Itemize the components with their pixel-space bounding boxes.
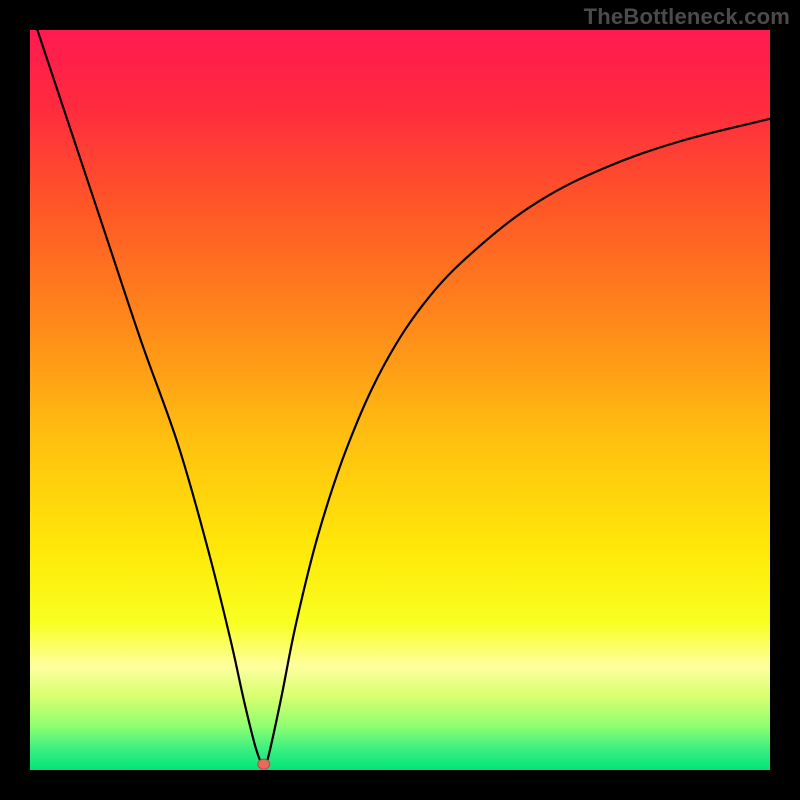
- optimum-marker: [258, 759, 270, 769]
- watermark-text: TheBottleneck.com: [584, 4, 790, 30]
- gradient-background: [30, 30, 770, 770]
- bottleneck-chart: [0, 0, 800, 800]
- chart-container: TheBottleneck.com: [0, 0, 800, 800]
